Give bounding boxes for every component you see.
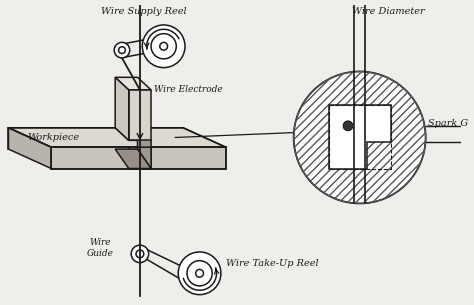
Circle shape	[136, 250, 144, 258]
Text: Wire Take-Up Reel: Wire Take-Up Reel	[226, 259, 319, 268]
Polygon shape	[115, 77, 129, 140]
Circle shape	[178, 252, 221, 295]
Circle shape	[142, 25, 185, 68]
Circle shape	[160, 42, 168, 50]
Text: Wire Supply Reel: Wire Supply Reel	[101, 7, 187, 16]
Polygon shape	[115, 128, 151, 140]
Polygon shape	[51, 147, 129, 168]
Text: Wire Electrode: Wire Electrode	[154, 85, 223, 94]
Polygon shape	[137, 128, 151, 168]
Text: Spark G: Spark G	[428, 119, 468, 128]
Polygon shape	[9, 128, 226, 147]
Polygon shape	[129, 90, 151, 140]
Circle shape	[114, 42, 130, 58]
Circle shape	[118, 47, 125, 54]
Circle shape	[187, 261, 212, 286]
Text: Workpiece: Workpiece	[28, 133, 80, 142]
Circle shape	[196, 269, 203, 277]
Polygon shape	[129, 147, 151, 168]
Polygon shape	[151, 147, 226, 168]
Circle shape	[151, 34, 176, 59]
Circle shape	[294, 71, 426, 203]
Polygon shape	[328, 106, 391, 170]
Polygon shape	[115, 149, 151, 168]
Circle shape	[131, 245, 149, 263]
Polygon shape	[115, 77, 151, 90]
Text: Wire
Guide: Wire Guide	[87, 239, 114, 258]
Circle shape	[343, 121, 353, 131]
Text: Wire Diameter: Wire Diameter	[352, 7, 425, 16]
Polygon shape	[9, 128, 51, 168]
